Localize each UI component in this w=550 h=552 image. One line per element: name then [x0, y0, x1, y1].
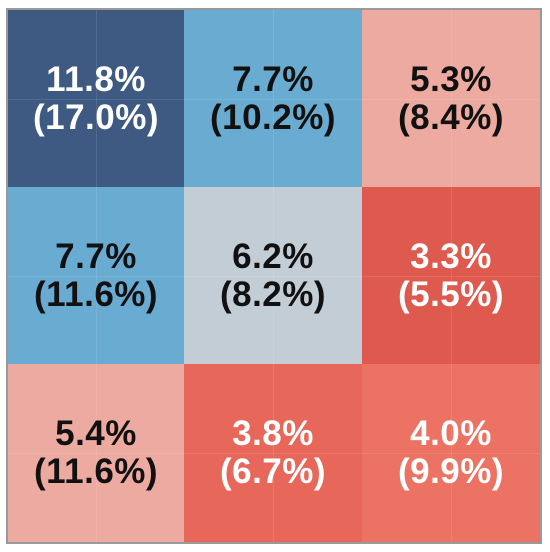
cell-primary-value: 7.7% [55, 236, 137, 276]
heatmap-cell-r1-c1: 6.2% (8.2%) [184, 187, 362, 364]
heatmap-cell-r2-c1: 3.8% (6.7%) [184, 364, 362, 542]
heatmap-grid: 11.8% (17.0%) 7.7% (10.2%) 5.3% (8.4%) 7.7% (11… [8, 10, 540, 542]
heatmap-cell-r1-c2: 3.3% (5.5%) [362, 187, 540, 364]
cell-primary-value: 7.7% [232, 59, 314, 99]
cell-secondary-value: (17.0%) [32, 97, 160, 137]
heatmap-cell-r0-c0: 11.8% (17.0%) [8, 10, 184, 187]
heatmap-cell-r1-c0: 7.7% (11.6%) [8, 187, 184, 364]
heatmap-cell-r2-c0: 5.4% (11.6%) [8, 364, 184, 542]
cell-primary-value: 3.3% [410, 236, 492, 276]
cell-secondary-value: (11.6%) [33, 452, 159, 491]
heatmap-frame: 11.8% (17.0%) 7.7% (10.2%) 5.3% (8.4%) 7.7% (11… [6, 8, 542, 544]
cell-secondary-value: (8.2%) [219, 274, 327, 314]
cell-primary-value: 4.0% [410, 414, 492, 453]
cell-primary-value: 11.8% [46, 59, 146, 99]
cell-primary-value: 3.8% [232, 414, 314, 453]
cell-secondary-value: (9.9%) [397, 452, 505, 491]
cell-primary-value: 5.4% [55, 414, 137, 453]
cell-secondary-value: (8.4%) [397, 97, 505, 137]
cell-secondary-value: (6.7%) [219, 452, 327, 491]
heatmap-cell-r0-c1: 7.7% (10.2%) [184, 10, 362, 187]
heatmap-cell-r2-c2: 4.0% (9.9%) [362, 364, 540, 542]
heatmap-cell-r0-c2: 5.3% (8.4%) [362, 10, 540, 187]
cell-primary-value: 5.3% [410, 59, 492, 99]
cell-secondary-value: (10.2%) [209, 97, 337, 137]
cell-secondary-value: (11.6%) [33, 274, 159, 314]
cell-primary-value: 6.2% [232, 236, 314, 276]
cell-secondary-value: (5.5%) [397, 274, 505, 314]
